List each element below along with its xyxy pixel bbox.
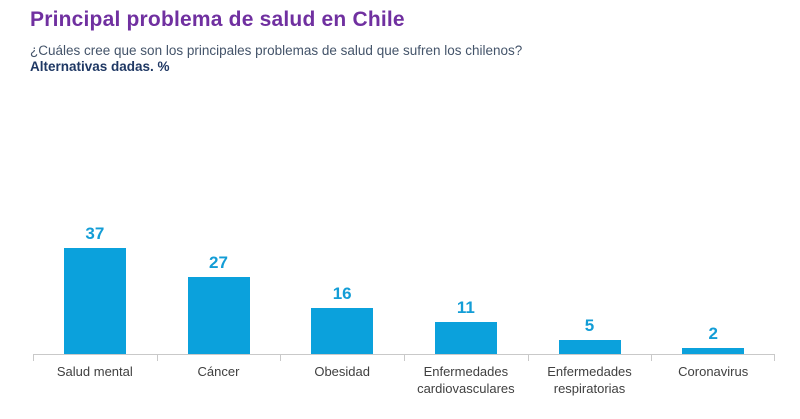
- category-label: Cáncer: [197, 364, 240, 379]
- bar: [558, 340, 621, 354]
- bar-group: 16: [280, 284, 404, 354]
- bar: [187, 277, 250, 354]
- bar-group: 2: [651, 324, 775, 354]
- bar-value-label: 11: [456, 298, 475, 317]
- bar-chart: 37 27 16 11 5 2 Salud mental Cáncer Obesidad Enf…: [33, 224, 775, 398]
- axis-tick: [404, 355, 405, 361]
- chart-subtitle: ¿Cuáles cree que son los principales pro…: [30, 43, 523, 58]
- bar: [682, 348, 745, 354]
- category-labels: Salud mental Cáncer Obesidad Enfermedades c…: [33, 355, 775, 398]
- bar-value-label: 37: [85, 224, 105, 243]
- bar-group: 37: [33, 224, 157, 354]
- axis-tick: [651, 355, 653, 361]
- bar-group: 11: [404, 298, 528, 354]
- axis-tick: [774, 355, 775, 361]
- axis-tick: [33, 355, 34, 361]
- bar: [434, 322, 497, 354]
- page-title: Principal problema de salud en Chile: [30, 8, 405, 31]
- bar-value-label: 16: [332, 284, 352, 303]
- axis-tick: [280, 355, 282, 361]
- category-label: Coronavirus: [678, 364, 749, 379]
- axis-tick: [156, 355, 158, 361]
- category-label: Enfermedades cardiovasculares: [417, 364, 515, 396]
- category-label: Salud mental: [56, 364, 133, 379]
- category-label: Enfermedades respiratorias: [547, 364, 632, 396]
- bar-value-label: 2: [708, 324, 718, 343]
- bar-value-label: 5: [584, 316, 595, 335]
- bar-value-label: 27: [209, 253, 228, 272]
- chart-units-note: Alternativas dadas. %: [30, 59, 170, 75]
- chart-header: Principal problema de salud en Chile ¿Cu…: [30, 8, 770, 76]
- bar-group: 5: [528, 316, 652, 354]
- category-label: Obesidad: [314, 364, 370, 379]
- plot-area: 37 27 16 11 5 2: [33, 224, 775, 361]
- bar: [311, 308, 374, 354]
- bar-group: 27: [157, 253, 281, 354]
- axis-tick: [527, 355, 529, 361]
- bar: [63, 248, 126, 354]
